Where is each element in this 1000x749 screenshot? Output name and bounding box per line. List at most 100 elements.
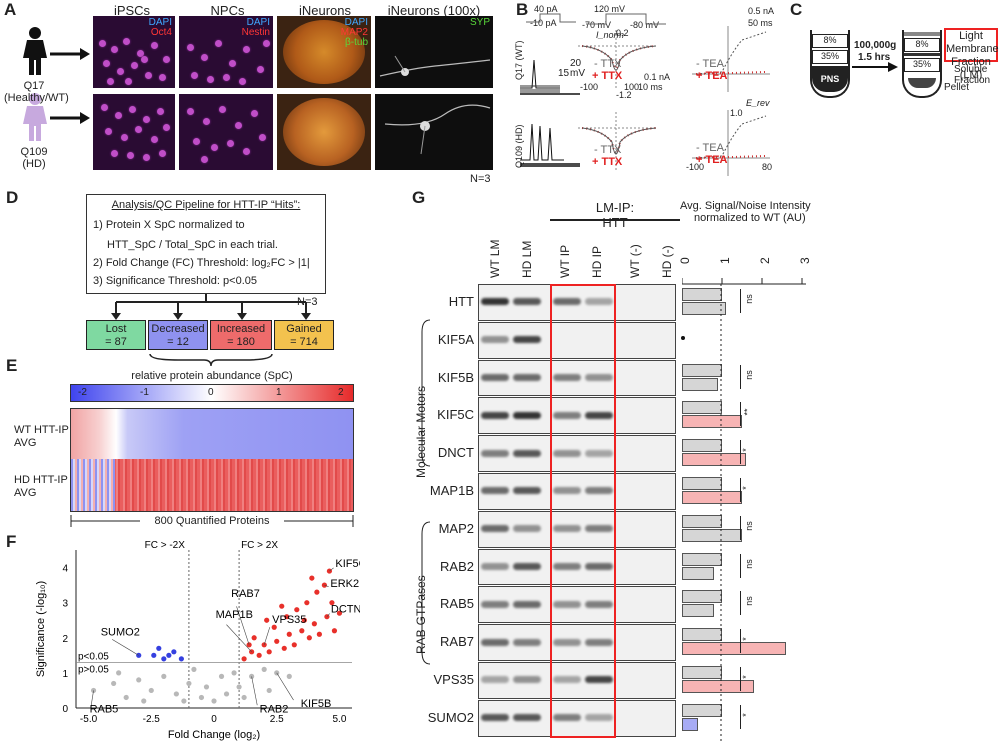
stain-syp: SYP [469,17,490,28]
y-tick-label: 2 [62,634,68,645]
col-title-npc: NPCs [210,3,245,18]
data-point-not-significant [249,673,255,679]
data-point-increased [256,652,262,658]
category-label: Lost [105,323,127,335]
blot-band [553,714,581,722]
data-point-increased [291,642,297,648]
label-leader [236,606,250,645]
blot-band [481,600,509,608]
data-point-increased [301,617,307,623]
label-leader [326,613,330,617]
data-point-not-significant [236,684,242,690]
heatmap-row-label-wt: WT HTT-IP AVG [14,424,69,449]
row-line: Q17 [23,80,45,92]
label-leader [329,567,334,572]
bar-hd [682,491,742,504]
y-tick-label: 1 [62,669,68,680]
category-count: = 180 [227,336,255,348]
heatmap-row-wt [71,409,353,459]
micrograph-ineuron-hd [277,94,371,170]
blot-strip [478,397,676,435]
x-axis-label: Fold Change (log₂) [168,729,260,741]
x-tick-label: 0 [211,714,217,725]
blot-band [513,638,541,646]
centrifuge-speed: 100,000g [854,40,897,51]
data-point-not-significant [261,666,267,672]
blot-band [513,525,541,533]
group-bracket [421,521,431,665]
label-leader [324,584,329,587]
layer-35: 35% [812,50,848,64]
data-point-increased [299,628,305,634]
blot-band [481,449,509,457]
data-point-increased [279,603,285,609]
significance-bracket [740,402,741,427]
layer-8: 8% [904,38,940,52]
data-point-decreased [178,656,184,662]
blot-band [513,298,541,306]
bar-wt [682,590,722,604]
data-point-increased [309,575,315,581]
blot-band [513,336,541,344]
bar-hd [682,415,742,429]
scale-tick: 0 [208,387,214,398]
blot-row-label: KIF5C [437,407,474,423]
bar-hd [682,566,714,580]
qc-pipeline-box: Analysis/QC Pipeline for HTT-IP “Hits”: … [86,194,326,294]
significance-marker: * [740,448,751,452]
soluble-fraction-label: Soluble Fraction [954,64,991,86]
na-scale: 0.1 nA [644,72,671,82]
tea-plus: + TEA [696,70,728,82]
pipeline-connector [111,294,311,320]
blot-band [553,373,581,381]
data-point-not-significant [241,694,247,701]
stain-btub: β-tub [345,37,368,48]
ap-scale: 20 [570,58,582,69]
stain-map2: MAP2 [340,27,368,38]
axis-label: E_rev [746,98,770,108]
lane-label: WT IP [558,244,572,278]
y-tick-label: 3 [62,599,68,610]
panel-label-d: D [6,188,19,207]
blot-band [513,373,541,381]
lane-label: HD LM [520,240,534,278]
bar-hd [682,717,698,731]
data-point-increased [329,600,335,606]
data-point-not-significant [148,687,154,694]
blot-band [585,676,613,684]
layer-8: 8% [812,34,848,48]
micrograph-ineuron-100x-wt: SYP [375,16,493,88]
step-current-label: -10 pA [530,18,557,28]
significance-marker: ns [743,369,754,380]
blot-row-label: KIF5A [437,331,474,347]
data-dot [681,335,685,340]
bar-wt [682,477,722,490]
blot-band [553,562,581,570]
data-point-increased [266,649,272,655]
category-gained: Gained = 714 [274,320,334,350]
blot-band [553,298,581,306]
bar-hd [682,453,746,467]
micrograph-ipsc-wt: DAPI Oct4 [93,16,175,88]
data-point-not-significant [141,698,147,704]
data-point-increased [294,607,300,613]
n-label-d: N=3 [297,296,318,308]
data-point-increased [274,638,280,644]
brace-icon [149,353,273,367]
blot-strip [478,510,676,548]
bar-axis-tick: 2 [758,257,772,264]
data-point-increased [271,624,277,630]
qc-title: Analysis/QC Pipeline for HTT-IP “Hits”: [111,199,301,211]
bar-hd [682,642,786,656]
data-point-increased [261,642,267,648]
blot-strip [478,662,676,699]
k-current-wt [692,26,770,92]
blot-band [553,600,581,608]
k-scale: 50 ms [748,18,773,28]
fc-label-right: FC > 2X [241,540,278,551]
scale-tick: 1 [276,387,282,398]
stain-dapi: DAPI [148,17,172,28]
blot-band [585,562,613,570]
bar-hd [682,604,714,618]
step-current-label: 40 pA [534,4,558,14]
